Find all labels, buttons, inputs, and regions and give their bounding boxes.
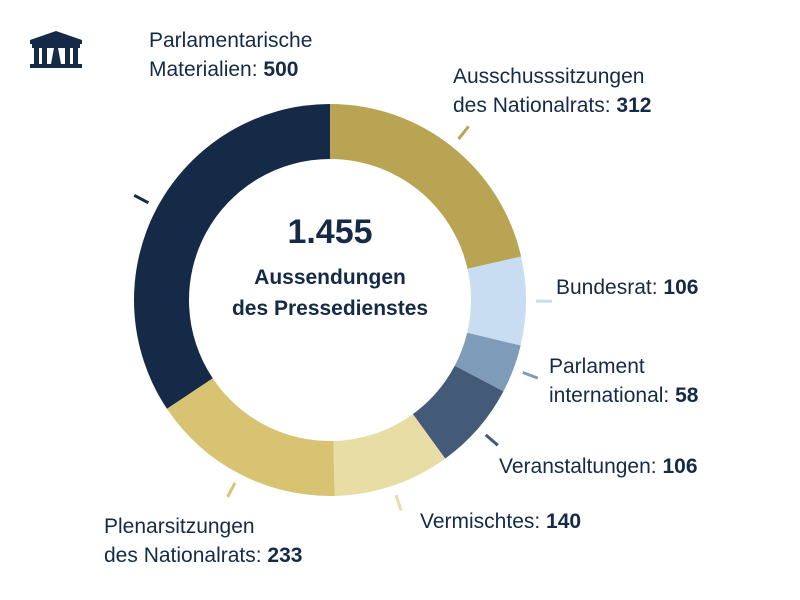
- slice-label-plenarsitzungen: Plenarsitzungen des Nationalrats: 233: [104, 512, 302, 570]
- label-value: 58: [675, 384, 699, 407]
- label-line: Parlamentarische: [149, 29, 313, 52]
- leader-line-veranstaltungen: [484, 433, 499, 447]
- label-line: des Nationalrats:: [104, 544, 268, 567]
- label-line: Materialien:: [149, 58, 264, 81]
- slice-label-veranstaltungen: Veranstaltungen: 106: [499, 452, 698, 481]
- slice-parlament-international: [454, 332, 521, 392]
- label-line: Bundesrat:: [556, 276, 664, 299]
- slice-label-vermischtes: Vermischtes: 140: [420, 507, 581, 536]
- label-value: 106: [663, 276, 699, 299]
- slice-label-ausschusssitzungen: Ausschusssitzungen des Nationalrats: 312: [453, 62, 651, 120]
- center-label-line: Aussendungen: [254, 266, 406, 289]
- leader-line-ausschusssitzungen: [457, 125, 470, 140]
- slice-label-parlamentarische-materialien: Parlamentarische Materialien: 500: [149, 26, 312, 84]
- label-line: Vermischtes:: [420, 510, 547, 533]
- leader-line-vermischtes: [394, 494, 403, 511]
- slice-ausschusssitzungen: [330, 104, 522, 269]
- label-value: 106: [662, 455, 698, 478]
- parliament-building-icon: [30, 31, 82, 68]
- slice-plenarsitzungen: [166, 378, 335, 496]
- center-label-line: des Pressedienstes: [231, 297, 429, 320]
- label-line: Parlament: [549, 355, 645, 378]
- leader-line-parlamentarische-materialien: [133, 193, 150, 205]
- leader-line-plenarsitzungen: [226, 482, 237, 498]
- label-value: 140: [546, 510, 582, 533]
- label-line: Veranstaltungen:: [499, 455, 663, 478]
- slice-label-parlament-international: Parlament international: 58: [549, 352, 698, 410]
- slice-veranstaltungen: [412, 365, 504, 459]
- label-value: 233: [267, 544, 303, 567]
- center-total: 1.455: [287, 213, 373, 251]
- label-value: 500: [263, 58, 299, 81]
- center-label: Aussendungen des Pressedienstes: [190, 262, 470, 324]
- label-line: des Nationalrats:: [453, 94, 617, 117]
- slice-vermischtes: [333, 414, 446, 496]
- slice-parlamentarische-materialien: [134, 104, 330, 409]
- label-line: Ausschusssitzungen: [453, 65, 645, 88]
- slice-bundesrat: [467, 256, 526, 346]
- label-line: international:: [549, 384, 676, 407]
- slice-label-bundesrat: Bundesrat: 106: [556, 273, 698, 302]
- label-line: Plenarsitzungen: [104, 515, 255, 538]
- leader-line-parlament-international: [522, 371, 539, 380]
- label-value: 312: [616, 94, 652, 117]
